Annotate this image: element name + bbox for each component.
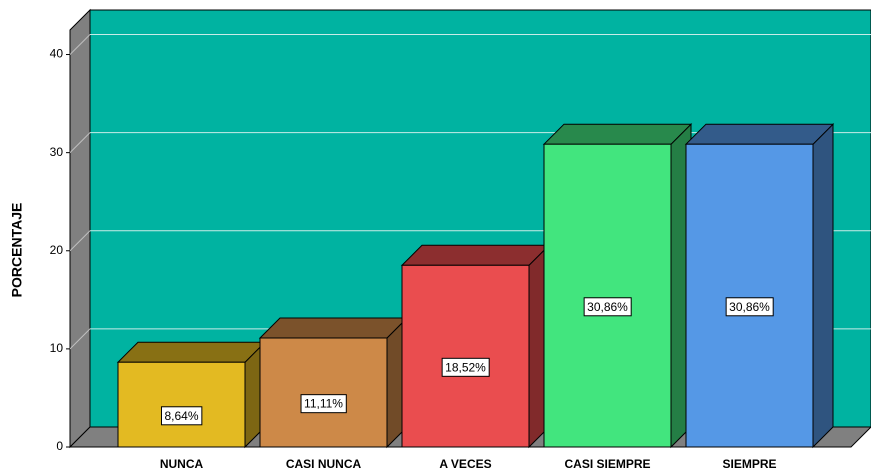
value-label-box <box>583 297 632 317</box>
value-label-box <box>160 406 203 426</box>
y-tick-label: 30 <box>50 145 64 159</box>
value-label: 18,52% <box>445 360 486 374</box>
value-label-box <box>725 297 774 317</box>
bar-top <box>684 123 835 145</box>
y-tick-label: 10 <box>50 341 64 355</box>
y-tick-label: 0 <box>56 439 63 453</box>
value-label: 11,11% <box>304 397 343 411</box>
value-label-box <box>300 394 347 414</box>
value-label: 8,64% <box>164 409 198 423</box>
y-tick-label: 20 <box>50 243 64 257</box>
x-tick-label: CASI SIEMPRE <box>564 457 650 471</box>
left-wall <box>69 8 91 449</box>
grid-line-side <box>69 230 91 252</box>
x-tick-label: SIEMPRE <box>722 457 776 471</box>
bar-top <box>116 341 267 363</box>
value-label: 30,86% <box>587 300 628 314</box>
bar <box>543 143 672 448</box>
y-tick-label: 40 <box>50 47 64 61</box>
bar-top <box>258 317 409 339</box>
y-axis-label: PORCENTAJE <box>9 203 25 298</box>
bar <box>685 143 814 448</box>
bar-top <box>542 123 693 145</box>
bar <box>117 361 246 448</box>
grid-line-side <box>69 34 91 55</box>
bar <box>401 264 530 448</box>
x-tick-label: A VECES <box>439 457 491 471</box>
value-label: 30,86% <box>729 300 770 314</box>
bar-top <box>400 244 551 266</box>
bar-side <box>812 123 834 449</box>
grid-line-side <box>69 132 91 154</box>
x-tick-label: NUNCA <box>160 457 204 471</box>
value-label-box <box>441 357 490 377</box>
bar <box>259 337 388 448</box>
x-tick-label: CASI NUNCA <box>286 457 362 471</box>
grid-line-side <box>69 328 91 350</box>
